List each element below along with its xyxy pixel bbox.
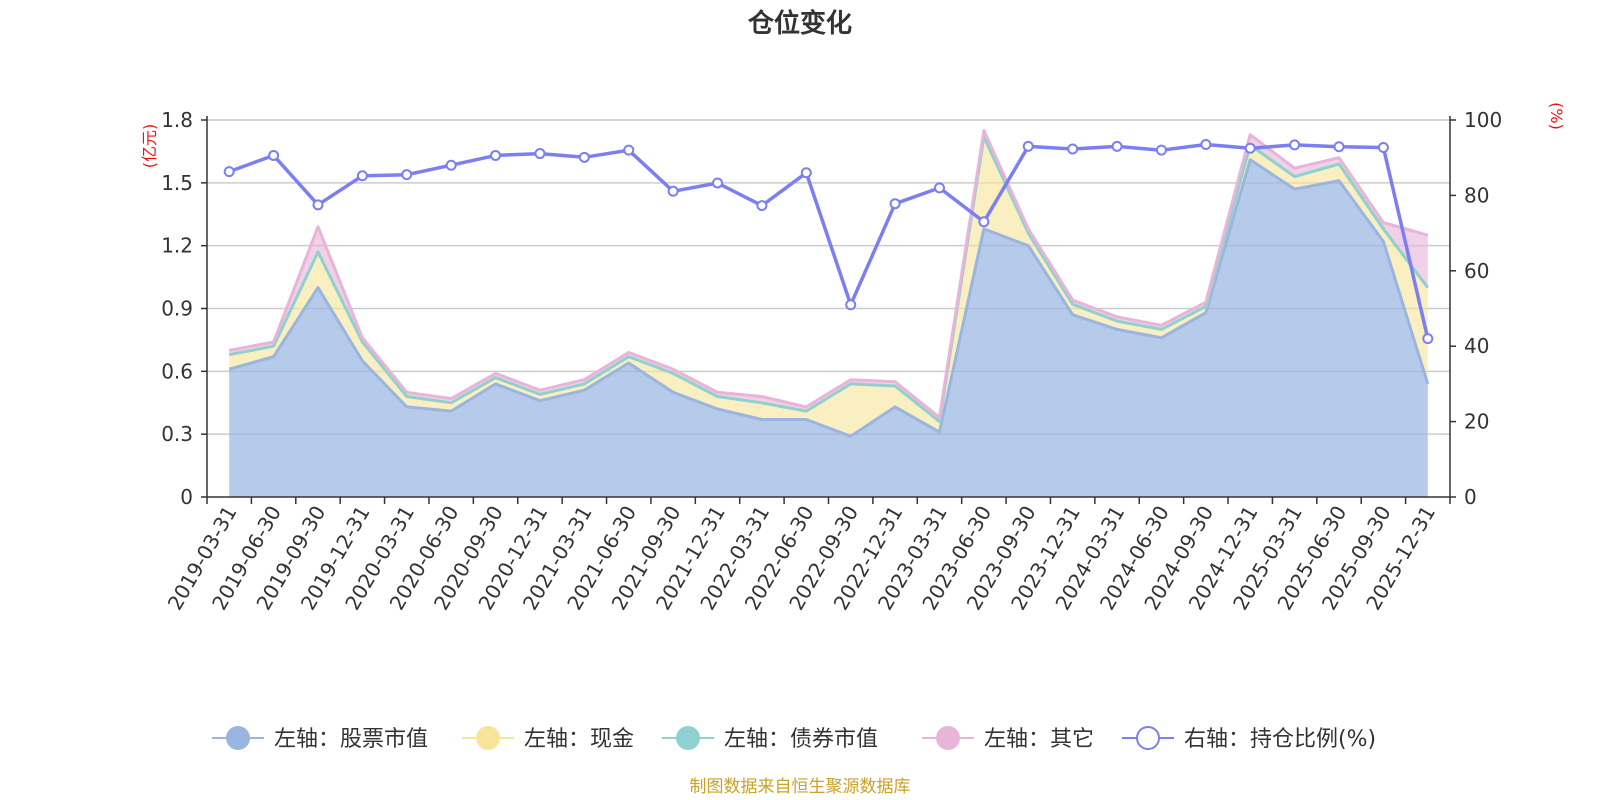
ratio-point [1289,139,1301,151]
ratio-point [1067,143,1079,155]
ratio-point [1022,140,1034,152]
ratio-point [800,167,812,179]
ratio-point [1333,141,1345,153]
left-tick-label: 0 [180,485,193,509]
ratio-point [1422,333,1434,345]
ratio-line-series [223,139,1434,345]
legend-item-bond[interactable]: 左轴：债券市值 [662,726,878,752]
left-tick-label: 1.2 [161,234,193,258]
ratio-point [268,149,280,161]
right-tick-label: 100 [1464,108,1502,132]
left-tick-label: 1.5 [161,171,193,195]
legend: 左轴：股票市值 左轴：现金 左轴：债券市值 左轴：其它 右轴：持仓比例(%) [212,726,1376,752]
ratio-point [1244,142,1256,154]
ratio-point [312,199,324,211]
right-tick-label: 60 [1464,259,1489,283]
ratio-point [1377,142,1389,154]
stock-value-area [229,159,1428,498]
ratio-point [1200,139,1212,151]
legend-item-other[interactable]: 左轴：其它 [922,726,1094,752]
ratio-point [845,299,857,311]
ratio-point [623,144,635,156]
ratio-point [356,170,368,182]
stacked-areas [228,129,1430,498]
legend-item-stock[interactable]: 左轴：股票市值 [212,726,428,752]
left-tick-label: 0.3 [161,422,193,446]
ratio-line [228,142,1430,340]
legend-item-cash[interactable]: 左轴：现金 [462,726,634,752]
stock-value-area-outline [228,158,1430,438]
legend-label: 左轴：现金 [524,727,634,752]
right-tick-label: 80 [1464,183,1489,207]
ratio-point [933,182,945,194]
ratio-point [223,166,235,178]
ratio-point [978,216,990,228]
chart-title: 仓位变化 [747,8,852,39]
right-tick-label: 40 [1464,334,1489,358]
bond-value-area-outline [228,135,1429,424]
ratio-point [490,149,502,161]
legend-label: 左轴：债券市值 [724,727,878,752]
ratio-point [578,151,590,163]
legend-swatch-marker [676,726,700,750]
source-note: 制图数据来自恒生聚源数据库 [690,777,911,797]
ratio-point [401,169,413,181]
ratio-point [1111,140,1123,152]
ratio-point [667,185,679,197]
ratio-point [756,200,768,212]
right-axis-unit: (%) [1547,102,1566,130]
legend-swatch-marker [936,726,960,750]
legend-label: 右轴：持仓比例(%) [1184,727,1376,752]
legend-swatch-marker [226,726,250,750]
left-tick-label: 0.6 [161,359,193,383]
left-tick-label: 1.8 [161,108,193,132]
legend-swatch-marker [1136,726,1160,750]
legend-label: 左轴：股票市值 [274,727,428,752]
legend-label: 左轴：其它 [984,727,1094,752]
ratio-point [445,159,457,171]
other-area-outline [228,129,1429,419]
ratio-point [534,148,546,160]
left-tick-label: 0.9 [161,297,193,321]
legend-item-ratio[interactable]: 右轴：持仓比例(%) [1122,726,1376,752]
ratio-point [1155,144,1167,156]
right-tick-label: 0 [1464,485,1477,509]
ratio-point [889,198,901,210]
left-axis-unit: (亿元) [140,124,159,169]
legend-swatch-marker [476,726,500,750]
ratio-point [712,177,724,189]
right-tick-label: 20 [1464,410,1489,434]
